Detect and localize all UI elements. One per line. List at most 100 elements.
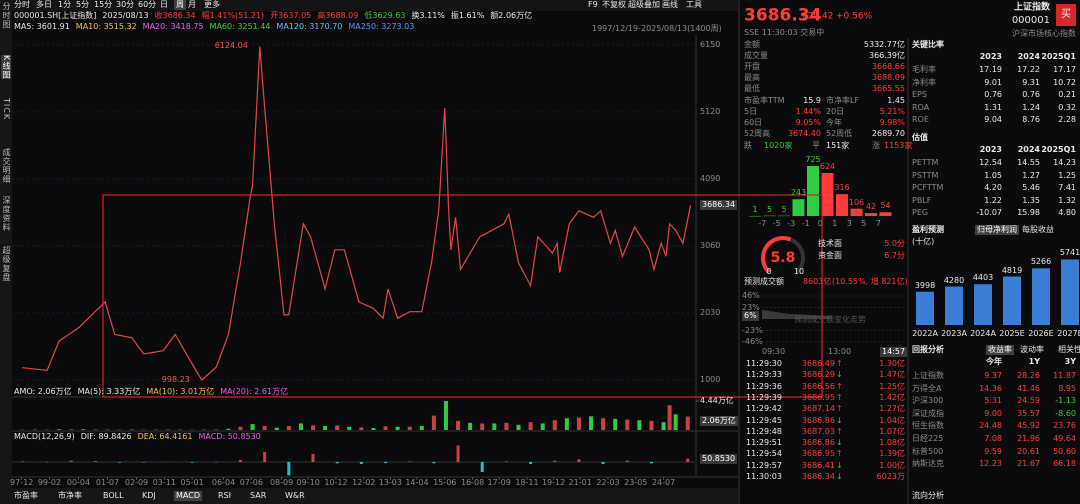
side-tab[interactable]: TICK	[2, 98, 11, 121]
tick-arrow: ↑	[836, 381, 843, 391]
tab[interactable]: 每股收益	[1022, 225, 1054, 234]
indicator-tab[interactable]: KDJ	[142, 491, 156, 500]
dist-label: 5	[766, 204, 773, 214]
cell: 24.59	[1017, 396, 1040, 406]
tag: 沪深市场核心指数	[1012, 29, 1076, 38]
cell: 14.36	[979, 383, 1002, 393]
toolbar-button[interactable]: 画线	[662, 0, 678, 9]
indicator-tab[interactable]: 市盈率	[14, 491, 38, 500]
quote-label: 52周高	[744, 129, 771, 138]
row-label: PSTTM	[912, 170, 939, 180]
dist-label: 725	[805, 155, 821, 164]
breadth: 151家	[826, 141, 850, 150]
toolbar-button[interactable]: 超级叠加	[628, 0, 660, 9]
toolbar-button[interactable]: 月	[188, 0, 196, 9]
side-tab[interactable]: 成交明细	[2, 148, 11, 184]
toolbar-button[interactable]: 周	[174, 0, 186, 10]
dist-edge: -3	[787, 219, 796, 228]
indicator-tab[interactable]: RSI	[218, 491, 231, 500]
dist-label: 5	[781, 204, 787, 214]
cell: 9.00	[984, 408, 1002, 418]
macd-bar	[384, 462, 388, 463]
info-row: AMO: 2.06万亿 MA(5): 3.33万亿 MA(10): 3.01万亿 MA…	[14, 387, 288, 397]
indicator-tab[interactable]: SAR	[250, 491, 267, 500]
current-label: 6%	[742, 311, 759, 321]
quote-label: 成交量	[744, 51, 768, 60]
col-header: 2024	[1017, 52, 1040, 61]
buy-button[interactable]: 买	[1061, 9, 1071, 20]
toolbar-button[interactable]: F9	[588, 0, 598, 9]
bar-label: 3998	[914, 280, 936, 290]
volume-bar	[238, 426, 243, 430]
indicator-tab[interactable]: W&R	[285, 491, 305, 500]
x-tick-label: 13-03	[378, 478, 402, 487]
macd-bar	[504, 461, 508, 462]
tab[interactable]: 收益率	[986, 345, 1014, 355]
info-item: MACD: 50.8530	[198, 432, 261, 441]
tab[interactable]: 波动率	[1020, 345, 1044, 354]
toolbar-button[interactable]: 5分	[76, 0, 90, 9]
row-label: ROA	[912, 102, 930, 112]
x-tick-label: 08-09	[269, 478, 294, 487]
macd-bar	[686, 458, 690, 462]
last-price-label: 3686.34	[700, 200, 738, 211]
macd-bar	[335, 462, 339, 464]
toolbar-button[interactable]: 30分	[116, 0, 135, 9]
forecast-bar	[974, 284, 992, 325]
quote-value: 366.39亿	[869, 51, 905, 60]
gauge-max: 10	[793, 267, 805, 276]
tick-arrow: ↓	[836, 438, 843, 448]
toolbar-button[interactable]: 1分	[58, 0, 72, 9]
dist-label: 1	[752, 204, 758, 214]
gauge-fill	[761, 236, 792, 274]
tab[interactable]: 相关性	[1058, 345, 1080, 354]
side-tab[interactable]: K线图	[1, 55, 11, 80]
cell: 21.67	[1017, 459, 1040, 469]
toolbar-button[interactable]: 60分	[138, 0, 157, 9]
tick-time: 11:29:45	[746, 415, 782, 425]
tab[interactable]: 归母净利润	[975, 225, 1019, 235]
tick-arrow: ↑	[836, 404, 843, 414]
macd-bar	[142, 462, 146, 463]
info-item: MA(10): 3.01万亿	[146, 387, 215, 396]
tick-price: 3686.86	[801, 415, 835, 425]
toolbar-button[interactable]: 分时	[14, 0, 30, 9]
cell: 50.60	[1053, 446, 1076, 456]
toolbar-button[interactable]: 15分	[94, 0, 113, 9]
volume-bar	[443, 401, 448, 430]
indicator-tab[interactable]: 市净率	[58, 491, 82, 500]
row-label: 深证成指	[912, 408, 944, 418]
tick-volume: 1.07亿	[879, 426, 905, 436]
toolbar-button[interactable]: 不复权	[602, 0, 626, 9]
side-tab[interactable]: 分时图	[2, 2, 11, 29]
cell: 41.46	[1017, 383, 1040, 393]
info-item: 额2.06万亿	[490, 11, 533, 20]
side-tab[interactable]: 超级复盘	[2, 246, 11, 282]
row-label: 沪深300	[912, 396, 944, 406]
volume-bar	[298, 423, 303, 430]
x-tick-label: 06-04	[211, 478, 236, 487]
indicator-tab[interactable]: MACD	[174, 491, 202, 501]
volume-bar	[685, 416, 690, 430]
toolbar-button[interactable]: 更多	[204, 0, 220, 9]
side-bar	[0, 0, 12, 504]
info-row: 000001.SH[上证指数] 2025/08/13 收3686.34 幅1.41%(…	[14, 11, 532, 21]
info-item: MA250: 3273.03	[348, 22, 415, 31]
side-tab[interactable]: 深度资料	[2, 196, 11, 232]
tick-price: 3687.14	[801, 404, 835, 414]
tick-time: 11:29:30	[746, 359, 782, 368]
tick-volume: 1.47亿	[879, 370, 905, 380]
toolbar-button[interactable]: 日	[160, 0, 168, 9]
cell: 1.27	[1022, 170, 1040, 180]
bar-label: 5741	[1059, 248, 1080, 258]
indicator-tab[interactable]: BOLL	[103, 491, 124, 500]
turnover-area	[762, 310, 832, 319]
volume-bar	[323, 426, 328, 430]
dist-label: 54	[880, 201, 891, 211]
cell: 5.31	[984, 396, 1002, 406]
x-tick-label: 23-05	[624, 478, 648, 487]
toolbar-button[interactable]: 工具	[686, 0, 702, 9]
tick-arrow: ↓	[836, 460, 843, 470]
info-item: 收3686.34	[154, 11, 196, 20]
toolbar-button[interactable]: 多日	[36, 0, 52, 9]
